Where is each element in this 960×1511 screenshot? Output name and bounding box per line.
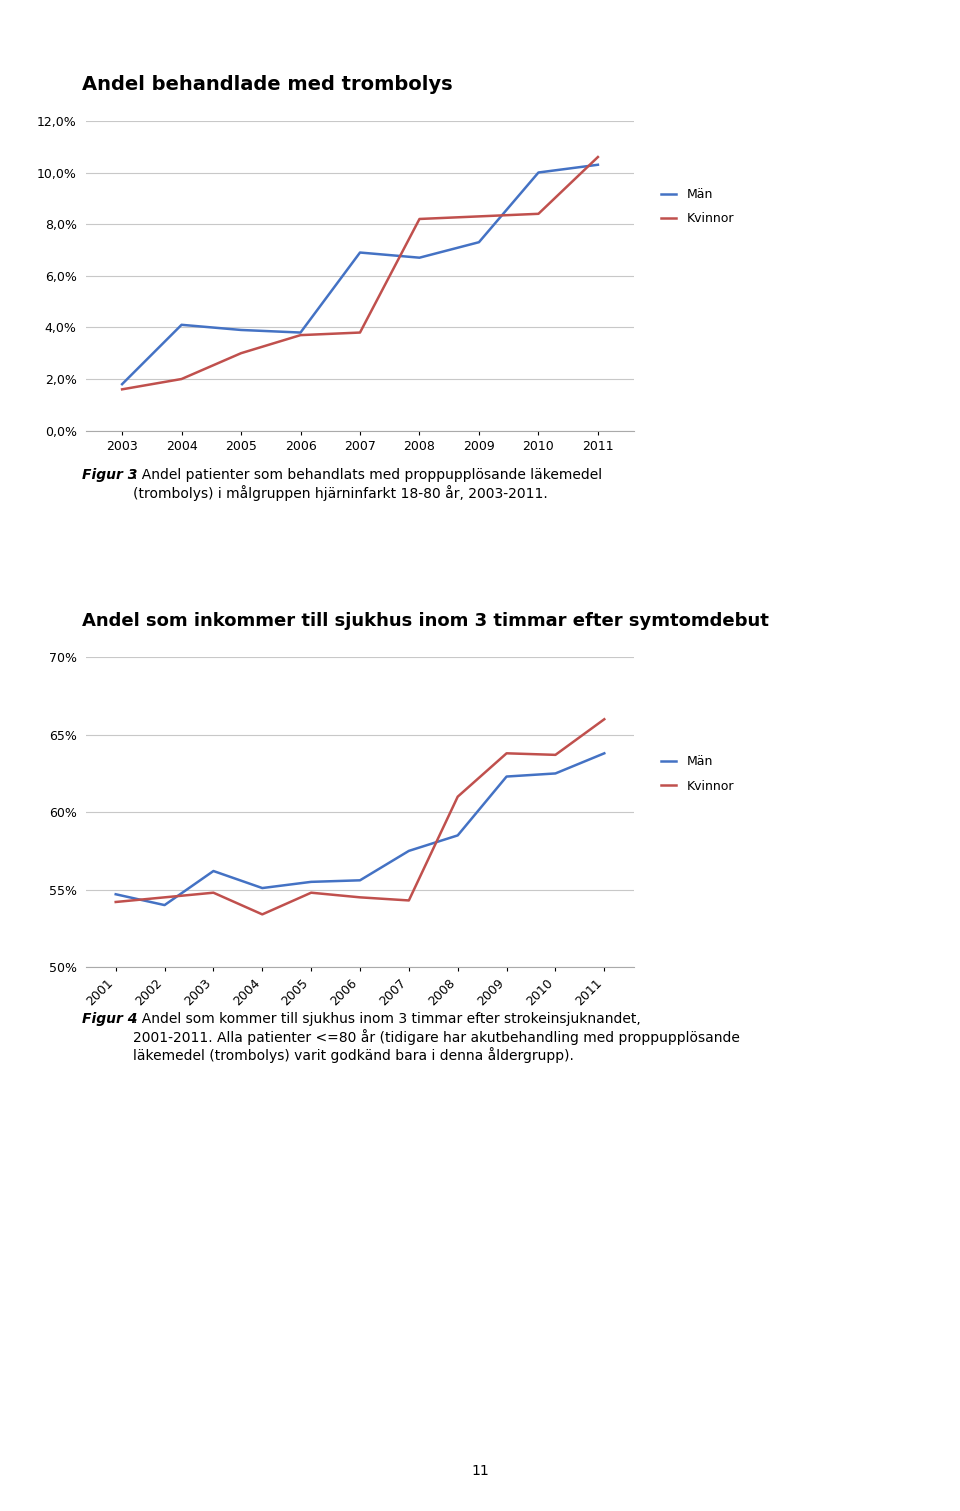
- Text: 11: 11: [471, 1464, 489, 1478]
- Text: Figur 4: Figur 4: [82, 1012, 137, 1026]
- Text: Andel behandlade med trombolys: Andel behandlade med trombolys: [82, 74, 452, 94]
- Legend: Män, Kvinnor: Män, Kvinnor: [657, 751, 739, 798]
- Text: Figur 3: Figur 3: [82, 468, 137, 482]
- Text: . Andel som kommer till sjukhus inom 3 timmar efter strokeinsjuknandet,
2001-201: . Andel som kommer till sjukhus inom 3 t…: [133, 1012, 740, 1064]
- Legend: Män, Kvinnor: Män, Kvinnor: [657, 183, 739, 230]
- Text: . Andel patienter som behandlats med proppupplösande läkemedel
(trombolys) i mål: . Andel patienter som behandlats med pro…: [133, 468, 603, 502]
- Text: Andel som inkommer till sjukhus inom 3 timmar efter symtomdebut: Andel som inkommer till sjukhus inom 3 t…: [82, 612, 768, 630]
